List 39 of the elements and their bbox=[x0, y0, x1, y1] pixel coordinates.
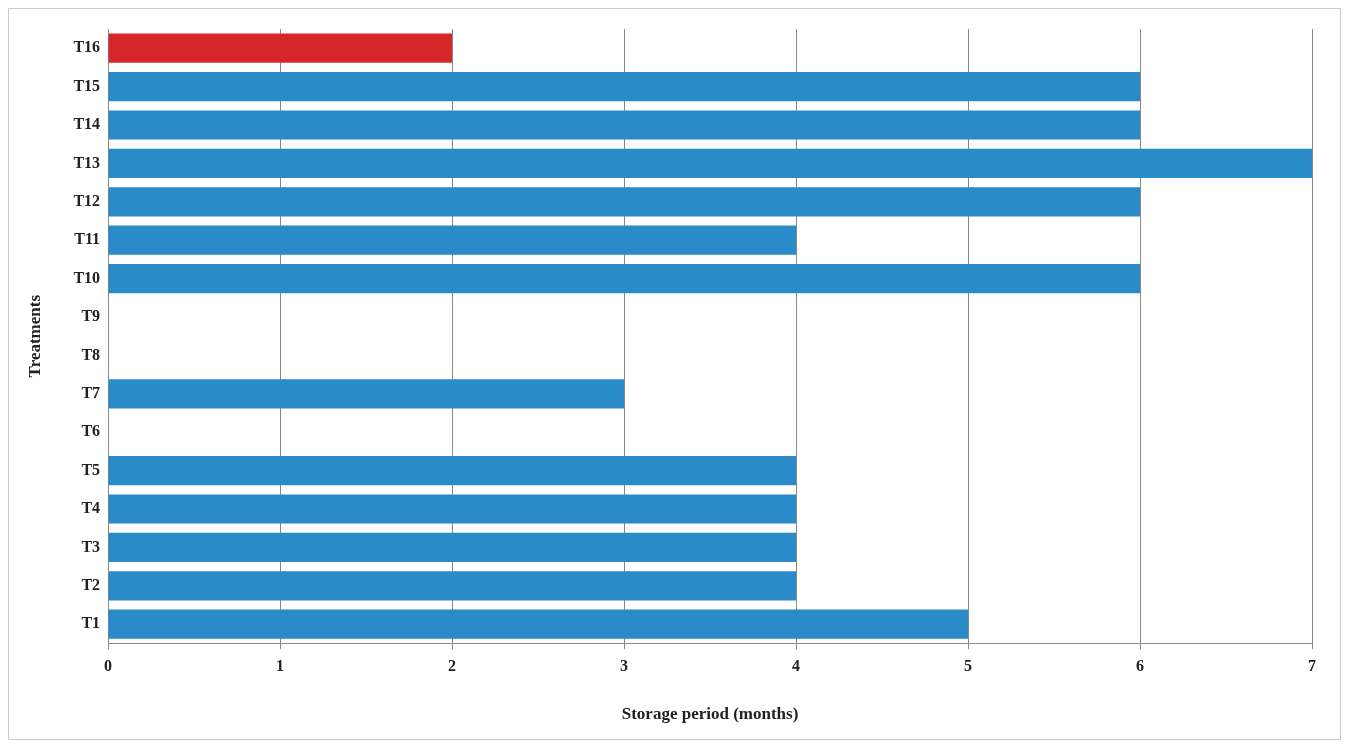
bar bbox=[108, 225, 797, 255]
y-tick-label: T10 bbox=[73, 268, 101, 286]
y-axis-title: Treatments bbox=[24, 294, 44, 378]
bar bbox=[108, 72, 1141, 102]
y-tick-label: T14 bbox=[73, 115, 101, 133]
x-tick-label: 7 bbox=[1308, 657, 1316, 675]
y-tick-label: T5 bbox=[81, 460, 101, 478]
x-axis-title: Storage period (months) bbox=[621, 704, 799, 724]
bar bbox=[108, 456, 797, 486]
y-tick-label: T4 bbox=[81, 499, 101, 517]
y-tick-label: T16 bbox=[73, 38, 101, 56]
x-tick-label: 4 bbox=[792, 657, 801, 675]
y-tick-label: T3 bbox=[81, 537, 101, 555]
y-tick-label: T9 bbox=[81, 307, 101, 325]
x-tick-label: 0 bbox=[104, 657, 113, 675]
bar bbox=[108, 187, 1141, 217]
x-tick-label: 2 bbox=[448, 657, 457, 675]
y-tick-label: T8 bbox=[81, 345, 101, 363]
x-tick-label: 3 bbox=[620, 657, 629, 675]
x-tick-label: 6 bbox=[1136, 657, 1145, 675]
y-tick-label: T15 bbox=[73, 76, 101, 94]
y-tick-label: T12 bbox=[73, 191, 101, 209]
bar bbox=[108, 571, 797, 601]
bar bbox=[108, 264, 1141, 294]
bar bbox=[108, 148, 1312, 178]
bar bbox=[108, 33, 453, 63]
bar bbox=[108, 609, 969, 639]
y-tick-label: T13 bbox=[73, 153, 101, 171]
bar bbox=[108, 532, 797, 562]
x-tick-label: 5 bbox=[964, 657, 973, 675]
bar bbox=[108, 110, 1141, 140]
y-tick-label: T2 bbox=[81, 575, 101, 593]
y-tick-label: T11 bbox=[74, 230, 101, 248]
y-tick-label: T1 bbox=[81, 614, 101, 632]
bar bbox=[108, 379, 625, 409]
y-tick-label: T7 bbox=[81, 383, 101, 401]
y-tick-label: T6 bbox=[81, 422, 101, 440]
x-tick-label: 1 bbox=[276, 657, 285, 675]
bar bbox=[108, 494, 797, 524]
